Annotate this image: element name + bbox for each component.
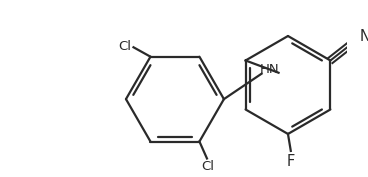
Text: Cl: Cl <box>201 160 215 173</box>
Text: F: F <box>287 154 295 169</box>
Text: HN: HN <box>259 63 279 76</box>
Text: Cl: Cl <box>118 40 132 53</box>
Text: N: N <box>360 29 368 44</box>
